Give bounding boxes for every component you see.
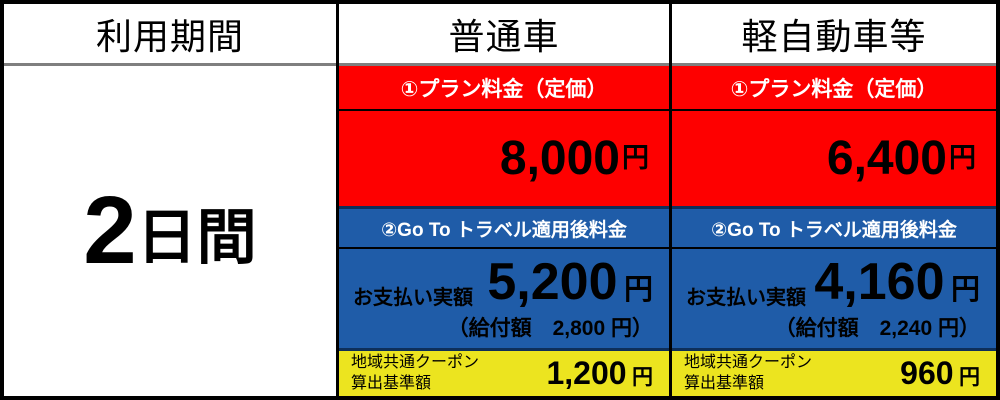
pay-yen: 円 bbox=[623, 273, 653, 306]
pay-amount-line: 5,200 円 bbox=[487, 256, 653, 308]
coupon-cell: 地域共通クーポン 算出基準額 1,200 円 bbox=[339, 348, 669, 396]
pay-amount-line: 4,160 円 bbox=[814, 256, 980, 308]
plan-fee-amount: 6,400 bbox=[826, 131, 947, 185]
coupon-label: 地域共通クーポン 算出基準額 bbox=[351, 353, 479, 395]
pay-yen: 円 bbox=[950, 273, 980, 306]
pay-amount: 4,160 bbox=[814, 252, 945, 311]
plan-fee-band-label: ①プラン料金（定価） bbox=[400, 77, 608, 101]
header-cell-light-car: 軽自動車等 bbox=[672, 4, 996, 66]
plan-fee-price: 8,000 円 bbox=[339, 109, 669, 206]
pay-actual-label: お支払い実額 bbox=[686, 287, 806, 309]
coupon-label-line2: 算出基準額 bbox=[351, 374, 432, 392]
column-light-car: 軽自動車等 ①プラン料金（定価） 6,400 円 ②Go To トラベル適用後料… bbox=[669, 4, 996, 396]
period-unit: 日間 bbox=[136, 204, 257, 271]
header-period-label: 利用期間 bbox=[95, 15, 244, 57]
plan-fee-price: 6,400 円 bbox=[672, 109, 996, 206]
goto-band: ②Go To トラベル適用後料金 bbox=[672, 206, 996, 247]
plan-fee-band: ①プラン料金（定価） bbox=[672, 66, 996, 109]
subsidy-note: （給付額 2,800 円） bbox=[447, 316, 653, 340]
plan-fee-yen: 円 bbox=[622, 143, 649, 173]
goto-price: お支払い実額 4,160 円 （給付額 2,240 円） bbox=[672, 247, 996, 348]
goto-price: お支払い実額 5,200 円 （給付額 2,800 円） bbox=[339, 247, 669, 348]
plan-fee-band: ①プラン料金（定価） bbox=[339, 66, 669, 109]
coupon-yen: 円 bbox=[632, 366, 653, 389]
header-standard-car-label: 普通車 bbox=[448, 15, 560, 57]
header-cell-period: 利用期間 bbox=[4, 4, 336, 66]
coupon-label-line1: 地域共通クーポン bbox=[351, 353, 480, 371]
goto-band-label: ②Go To トラベル適用後料金 bbox=[381, 219, 627, 241]
coupon-amount: 960 bbox=[900, 355, 954, 391]
plan-fee-band-label: ①プラン料金（定価） bbox=[730, 77, 938, 101]
plan-fee-yen: 円 bbox=[949, 143, 976, 173]
plan-fee-amount: 8,000 bbox=[499, 131, 620, 185]
coupon-label-line2: 算出基準額 bbox=[684, 374, 765, 392]
pay-actual-label: お支払い実額 bbox=[353, 287, 473, 309]
column-standard-car: 普通車 ①プラン料金（定価） 8,000 円 ②Go To トラベル適用後料金 … bbox=[336, 4, 669, 396]
period-cell: 2 日間 bbox=[4, 66, 336, 396]
header-light-car-label: 軽自動車等 bbox=[741, 15, 927, 57]
column-period: 利用期間 2 日間 bbox=[4, 4, 336, 396]
coupon-price: 960 円 bbox=[900, 355, 980, 392]
coupon-label-line1: 地域共通クーポン bbox=[684, 353, 813, 371]
coupon-cell: 地域共通クーポン 算出基準額 960 円 bbox=[672, 348, 996, 396]
coupon-price: 1,200 円 bbox=[546, 355, 653, 392]
goto-band: ②Go To トラベル適用後料金 bbox=[339, 206, 669, 247]
pay-amount: 5,200 bbox=[487, 252, 618, 311]
period-number: 2 bbox=[83, 177, 137, 284]
coupon-amount: 1,200 bbox=[546, 355, 627, 391]
subsidy-note: （給付額 2,240 円） bbox=[774, 316, 980, 340]
coupon-yen: 円 bbox=[959, 366, 980, 389]
coupon-label: 地域共通クーポン 算出基準額 bbox=[684, 353, 812, 395]
header-cell-standard-car: 普通車 bbox=[339, 4, 669, 66]
goto-band-label: ②Go To トラベル適用後料金 bbox=[711, 219, 957, 241]
